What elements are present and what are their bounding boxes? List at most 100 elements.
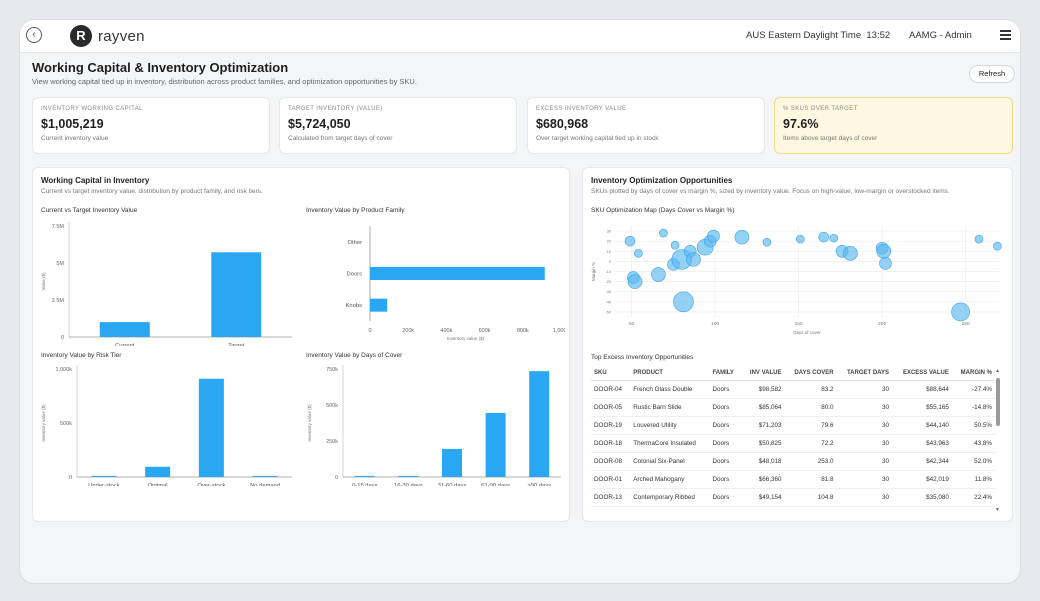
table-cell: DOOR-01 (591, 470, 631, 489)
bar (370, 298, 388, 312)
column-header[interactable]: MARGIN % (951, 366, 995, 381)
table-row[interactable]: DOOR-04 French Glass Double Doors $98,582 83… (591, 380, 995, 399)
table-cell: 79.6 (784, 416, 837, 435)
timezone-label: AUS Eastern Daylight Time (746, 30, 862, 41)
table-cell: $71,203 (741, 416, 785, 435)
table-cell: $98,582 (741, 380, 785, 399)
kpi-description: Calculated from target days of cover (288, 135, 393, 142)
y-tick-label: -50 (606, 310, 612, 314)
table-cell: 30 (836, 434, 892, 453)
table-cell: French Glass Double (630, 380, 710, 399)
table-cell: 52.0% (951, 452, 995, 471)
y-tick-label: -10 (606, 270, 612, 274)
y-tick-label: 30 (607, 230, 611, 234)
kpi-value: 97.6% (783, 117, 819, 131)
x-tick-label: No demand (250, 483, 280, 486)
table-cell: $88,644 (891, 380, 952, 399)
y-tick-label: 5M (56, 261, 64, 267)
table-cell: 43.8% (951, 434, 995, 453)
table-cell: $50,825 (741, 434, 785, 453)
column-header[interactable]: FAMILY (709, 366, 742, 381)
y-tick-label: 500k (60, 421, 72, 427)
table-cell: DOOR-13 (591, 488, 631, 507)
column-header[interactable]: DAYS COVER (784, 366, 837, 381)
x-tick-label: Over-stock (197, 483, 225, 486)
panel-subtitle: SKUs plotted by days of cover vs margin … (591, 188, 950, 195)
x-axis-label: Inventory value ($) (447, 336, 485, 341)
table-header-row: SKU PRODUCT FAMILY INV VALUE DAYS COVER TARGE… (591, 366, 995, 381)
kpi-label: INVENTORY WORKING CAPITAL (41, 106, 143, 112)
column-header[interactable]: EXCESS VALUE (891, 366, 952, 381)
table-cell: Doors (709, 380, 742, 399)
app-window: ‹ R rayven AUS Eastern Daylight Time 13:… (20, 20, 1020, 583)
panel-title: Inventory Optimization Opportunities (591, 176, 733, 185)
x-tick-label: 0 (368, 328, 371, 334)
y-tick-label: 1,000k (55, 367, 72, 373)
refresh-button[interactable]: Refresh (969, 65, 1015, 83)
kpi-description: Items above target days of cover (783, 135, 878, 142)
column-header[interactable]: TARGET DAYS (836, 366, 892, 381)
user-menu[interactable]: AAMG - Admin (909, 30, 972, 41)
table-cell: 104.8 (784, 488, 837, 507)
hamburger-menu-icon[interactable] (1000, 30, 1011, 40)
y-axis-label: Inventory value ($) (41, 404, 46, 442)
scatter-point (993, 241, 1002, 251)
table-cell: ThermaCore Insulated (630, 434, 710, 453)
table-cell: Colonial Six-Panel (630, 452, 710, 471)
table-cell: $35,080 (891, 488, 952, 507)
table-row[interactable]: DOOR-05 Rustic Barn Slide Doors $85,064 80.0… (591, 398, 995, 417)
y-tick-label: 0 (61, 335, 64, 341)
table-row[interactable]: DOOR-01 Arched Mahogany Doors $66,360 81.8 30… (591, 470, 995, 489)
table-cell: 11.8% (951, 470, 995, 489)
y-tick-label: Other (348, 240, 363, 246)
optimization-panel: Inventory Optimization Opportunities SKU… (582, 167, 1013, 522)
panel-title: Working Capital in Inventory (41, 176, 150, 185)
bar (485, 412, 506, 477)
x-tick-label: 16-30 days (394, 483, 423, 486)
bar (529, 371, 550, 477)
chart-title-days-of-cover: Inventory Value by Days of Cover (306, 352, 403, 359)
table-scrollbar[interactable]: ▲ ▼ (995, 368, 1001, 516)
x-tick-label: 100 (711, 321, 719, 327)
x-tick-label: 1,000k (553, 328, 565, 334)
working-capital-panel: Working Capital in Inventory Current vs … (32, 167, 570, 522)
kpi-card-target-inventory: TARGET INVENTORY (VALUE) $5,724,050 Calc… (279, 97, 517, 154)
brand-name: rayven (98, 27, 145, 45)
column-header[interactable]: SKU (591, 366, 631, 381)
scatter-point (843, 245, 858, 261)
table-cell: $66,360 (741, 470, 785, 489)
y-tick-label: Doors (347, 272, 363, 278)
table-cell: $42,019 (891, 470, 952, 489)
table-cell: Doors (709, 434, 742, 453)
table-row[interactable]: DOOR-19 Louvered Utility Doors $71,203 79.6 3… (591, 416, 995, 435)
back-arrow-icon[interactable]: ‹ (26, 27, 42, 43)
y-axis-label: Inventory value ($) (307, 404, 312, 442)
scatter-point (624, 235, 636, 247)
table-row[interactable]: DOOR-18 ThermaCore Insulated Doors $50,825 7… (591, 434, 995, 453)
table-cell: DOOR-04 (591, 380, 631, 399)
table-cell: 253.0 (784, 452, 837, 471)
column-header[interactable]: PRODUCT (630, 366, 710, 381)
table-cell: 30 (836, 416, 892, 435)
column-header[interactable]: INV VALUE (741, 366, 785, 381)
y-axis-label: Value ($) (41, 272, 46, 290)
scrollbar-thumb[interactable] (996, 378, 1000, 426)
scatter-point (707, 229, 720, 243)
y-axis-label: Margin % (591, 262, 596, 281)
table-cell: 22.4% (951, 488, 995, 507)
table-row[interactable]: DOOR-13 Contemporary Ribbed Doors $49,154 10… (591, 488, 995, 507)
bar (145, 466, 171, 477)
y-tick-label: 500k (326, 403, 338, 409)
days-of-cover-chart: 0 250k 500k 750k Inventory value ($) 0-15 day… (307, 365, 561, 486)
scroll-down-icon[interactable]: ▼ (995, 507, 1000, 513)
risk-tier-chart: 0 500k 1,000k Inventory value ($) Under-stoc… (41, 365, 292, 486)
scatter-point (951, 302, 970, 322)
scatter-point (686, 252, 701, 267)
scatter-point (627, 274, 643, 289)
table-cell: Doors (709, 416, 742, 435)
scroll-up-icon[interactable]: ▲ (995, 368, 1000, 374)
y-tick-label: 7.5M (52, 224, 65, 230)
table-row[interactable]: DOOR-08 Colonial Six-Panel Doors $48,018 253… (591, 452, 995, 471)
page-title: Working Capital & Inventory Optimization (32, 60, 289, 75)
table-cell: 30 (836, 488, 892, 507)
